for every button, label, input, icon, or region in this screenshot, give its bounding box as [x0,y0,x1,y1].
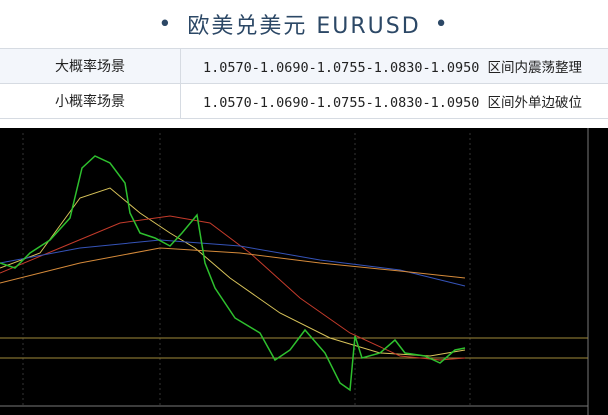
chart-background [0,128,608,415]
scenario-label: 大概率场景 [0,48,181,84]
title: 欧美兑美元 EURUSD [187,14,421,39]
decor-dot: • [434,11,450,37]
scenario-label: 小概率场景 [0,83,181,119]
scenario-table: 大概率场景 1.0570-1.0690-1.0755-1.0830-1.0950… [0,48,608,119]
price-line [0,155,466,392]
price-chart-image [0,128,608,415]
scenario-range: 1.0570-1.0690-1.0755-1.0830-1.0950 区间外单边… [180,83,608,119]
moving-average [0,247,466,284]
decor-dot: • [158,11,174,37]
title-bar: • 欧美兑美元 EURUSD • [0,0,608,48]
table-row: 大概率场景 1.0570-1.0690-1.0755-1.0830-1.0950… [0,48,608,84]
table-row: 小概率场景 1.0570-1.0690-1.0755-1.0830-1.0950… [0,83,608,119]
scenario-range: 1.0570-1.0690-1.0755-1.0830-1.0950 区间内震荡… [180,48,608,84]
moving-average [0,239,466,287]
grid [22,133,471,406]
moving-average [0,215,466,361]
